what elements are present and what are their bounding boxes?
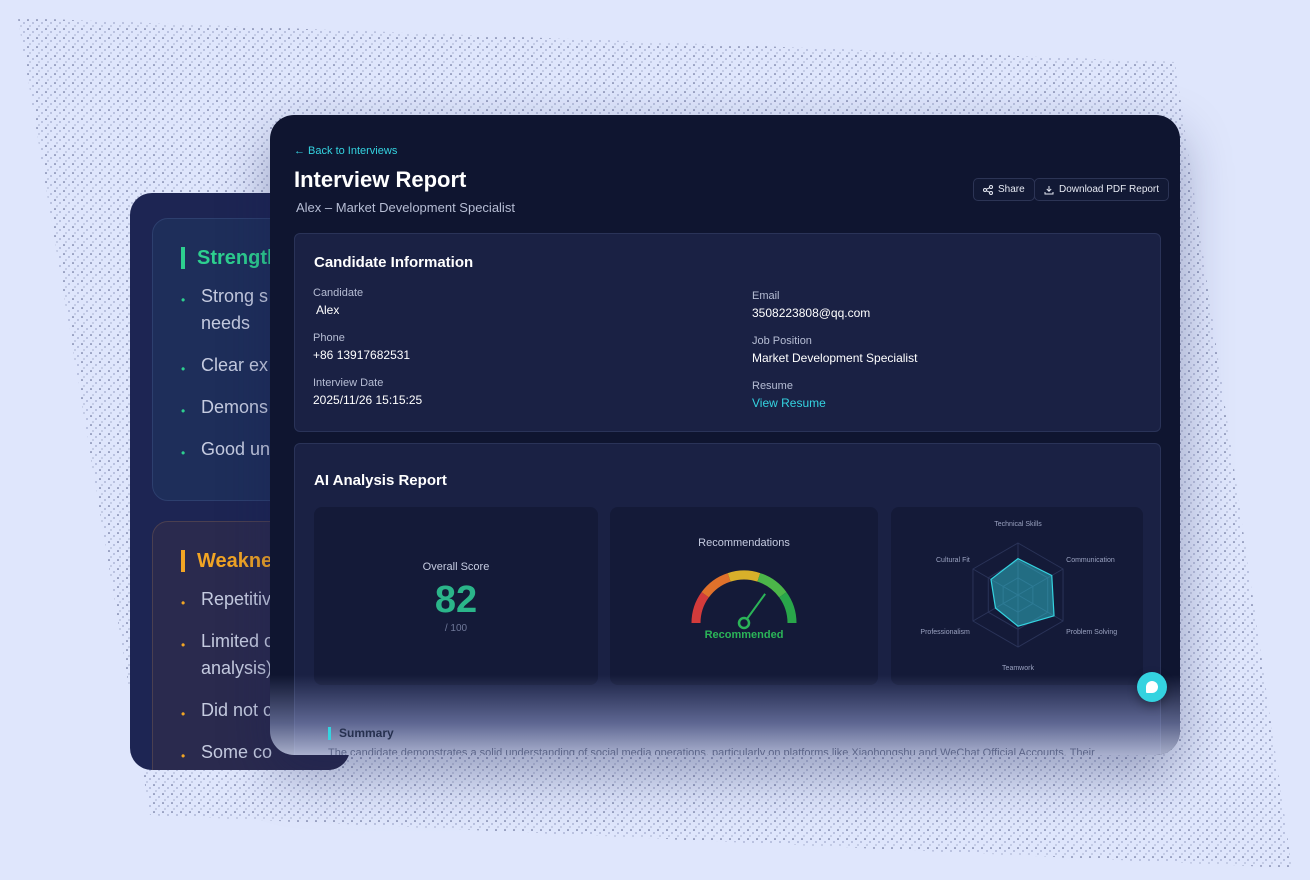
- report-card: ← Back to Interviews Interview Report Al…: [270, 115, 1180, 755]
- strengths-section: Strengths Strong s needs Clear ex Demons Goo…: [152, 218, 350, 501]
- summary-title: Summary: [328, 727, 394, 740]
- bullet-item: Clear ex: [181, 352, 350, 383]
- radar-axis-label: Problem Solving: [1066, 629, 1117, 636]
- candidate-info-box: Candidate Information: [294, 233, 1161, 432]
- field-label: Job Position: [752, 335, 812, 347]
- bottom-fade: [270, 675, 1180, 755]
- resume-link[interactable]: View Resume: [752, 396, 826, 410]
- field-label: Candidate: [313, 287, 364, 299]
- radar-panel: Technical Skills Communication Problem Sol…: [891, 507, 1143, 685]
- recommendation-verdict: Recommended: [704, 629, 784, 641]
- field-value: Alex: [316, 303, 340, 317]
- recommendation-label: Recommendations: [698, 537, 790, 549]
- radar-axis-label: Teamwork: [1002, 665, 1034, 672]
- field-value: +86 13917682531: [313, 348, 411, 362]
- gauge-arc: [727, 570, 761, 582]
- field-label: Email: [752, 290, 780, 302]
- candidate-info-title: Candidate Information: [314, 254, 474, 271]
- radar-chart: Technical Skills Communication Problem Sol…: [920, 521, 1117, 672]
- gauge-arc: [757, 573, 787, 598]
- bullet-line: Repetitiv: [201, 589, 272, 609]
- field-value: 2025/11/26 15:15:25: [313, 393, 423, 407]
- bullet-line: Did not c: [201, 700, 273, 720]
- field-label: Phone: [313, 332, 345, 344]
- bullet-item: Demons: [181, 394, 350, 425]
- strengths-title: Strengths: [181, 247, 350, 269]
- radar-axis-label: Technical Skills: [994, 521, 1042, 528]
- field-label: Interview Date: [313, 377, 384, 389]
- bullet-item: Repetitiv: [181, 586, 350, 617]
- bullet-line: needs: [201, 313, 251, 333]
- bullet-line: Some co: [201, 742, 273, 762]
- bullet-line: Good un: [201, 439, 271, 459]
- analysis-title: AI Analysis Report: [314, 472, 447, 489]
- summary-line: The candidate demonstrates a solid under…: [328, 747, 1095, 755]
- download-label: Download PDF Report: [1059, 184, 1160, 195]
- bullet-line: Clear ex: [201, 355, 269, 375]
- radar-axis-label: Professionalism: [920, 629, 970, 636]
- share-icon: [983, 184, 993, 195]
- score-max: / 100: [444, 623, 468, 634]
- page-subtitle: Alex – Market Development Specialist: [296, 200, 515, 215]
- radar-spoke: [972, 568, 1019, 596]
- page-title: Interview Report: [294, 167, 467, 192]
- gauge: [691, 570, 797, 630]
- radar-area: [990, 557, 1055, 627]
- bullet-item: Did not c: [181, 697, 350, 728]
- radar-axis-label: Communication: [1066, 557, 1115, 564]
- summary-text: The candidate demonstrates a solid under…: [328, 747, 1095, 755]
- field-value: Market Development Specialist: [752, 351, 918, 365]
- recommendation-panel: Recommendations Recommended: [610, 507, 878, 685]
- score-label: Overall Score: [422, 561, 490, 573]
- radar-spoke: [1017, 594, 1064, 622]
- bullet-line: analysis): [201, 658, 273, 678]
- field-value: 3508223808@qq.com: [752, 306, 871, 320]
- gauge-arc: [691, 592, 709, 624]
- bullet-item: Limited c analysis): [181, 628, 350, 682]
- bullet-line: Demons: [201, 397, 269, 417]
- bullet-item: Strong s needs: [181, 283, 350, 337]
- download-icon: [1044, 185, 1054, 194]
- score-value: 82: [434, 579, 478, 621]
- score-panel: Overall Score 82 / 100: [314, 507, 598, 685]
- share-label: Share: [998, 184, 1025, 195]
- bullet-line: Limited c: [201, 631, 274, 651]
- gauge-arc: [779, 592, 797, 624]
- bullet-line: Strong s: [201, 286, 269, 306]
- radar-axis-label: Cultural Fit: [936, 557, 970, 564]
- back-link[interactable]: ← Back to Interviews: [294, 145, 398, 157]
- chat-icon: [1146, 681, 1158, 693]
- download-button[interactable]: Download PDF Report: [1034, 178, 1170, 201]
- bullet-item: Some co: [181, 739, 350, 770]
- bullet-item: Good un: [181, 436, 350, 467]
- share-button[interactable]: Share: [973, 178, 1035, 201]
- field-label: Resume: [752, 380, 793, 392]
- chat-button[interactable]: [1137, 672, 1167, 702]
- gauge-arc: [701, 573, 731, 598]
- gauge-hub: [737, 616, 751, 630]
- radar-spoke: [1017, 568, 1064, 596]
